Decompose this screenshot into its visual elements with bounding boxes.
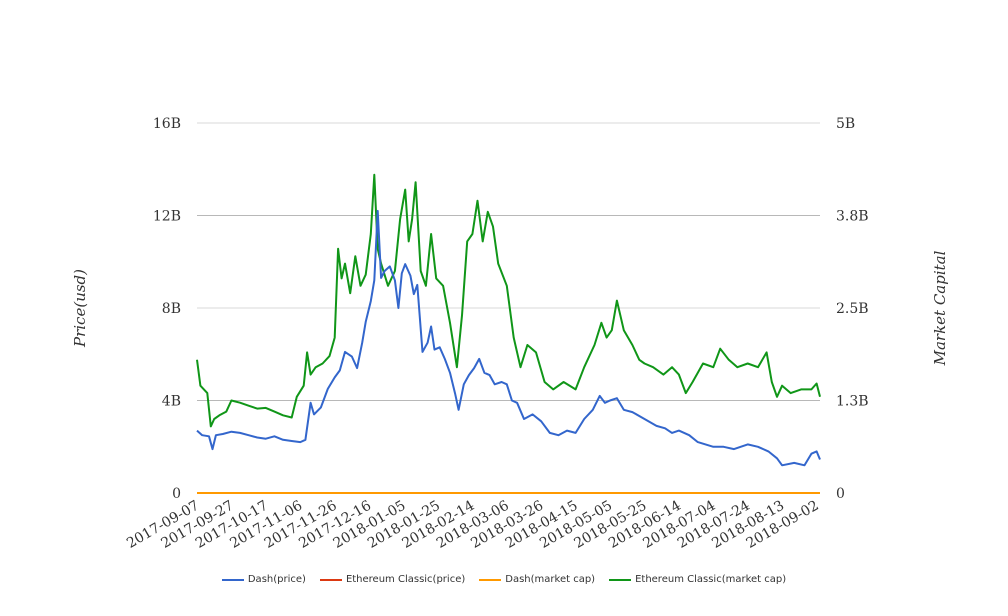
y-tick-label: 0 (172, 486, 181, 502)
y-tick-label: 8B (162, 301, 181, 317)
legend-item: Dash(market cap) (479, 574, 595, 585)
legend-swatch (609, 578, 632, 581)
series-lines (196, 173, 821, 494)
y2-tick-label: 1.3B (836, 394, 869, 410)
y-tick-label: 4B (162, 394, 181, 410)
legend-item: Dash(price) (221, 574, 306, 585)
y2-tick-label: 0 (836, 486, 845, 502)
gridlines (197, 122, 820, 494)
legend-swatch (479, 578, 502, 581)
legend-item: Ethereum Classic(price) (319, 574, 466, 585)
legend-label: Ethereum Classic(market cap) (635, 574, 787, 585)
legend-swatch (319, 578, 342, 581)
legend: Dash(price) Ethereum Classic(price) Dash(m… (0, 574, 1008, 585)
left-axis-ticks: 0 4B 8B 12B 16B (153, 116, 181, 502)
series-line (196, 209, 821, 467)
right-axis-title: Market Capital (931, 250, 949, 366)
legend-label: Dash(price) (247, 574, 306, 585)
y2-tick-label: 3.8B (836, 209, 869, 225)
series-line (196, 173, 821, 428)
y2-tick-label: 5B (836, 116, 855, 132)
y-tick-label: 12B (153, 209, 181, 225)
left-axis-title: Price(usd) (71, 269, 89, 348)
line-chart: 0 4B 8B 12B 16B 0 1.3B 2.5B 3.8B 5B 2017-09-0720… (71, 116, 949, 552)
legend-swatch (221, 578, 244, 581)
legend-label: Dash(market cap) (505, 574, 596, 585)
y-tick-label: 16B (153, 116, 181, 132)
x-axis-ticks: 2017-09-072017-09-272017-10-172017-11-06… (124, 498, 821, 552)
y2-tick-label: 2.5B (836, 301, 869, 317)
legend-item: Ethereum Classic(market cap) (609, 574, 786, 585)
right-axis-ticks: 0 1.3B 2.5B 3.8B 5B (836, 116, 869, 502)
legend-label: Ethereum Classic(price) (345, 574, 466, 585)
